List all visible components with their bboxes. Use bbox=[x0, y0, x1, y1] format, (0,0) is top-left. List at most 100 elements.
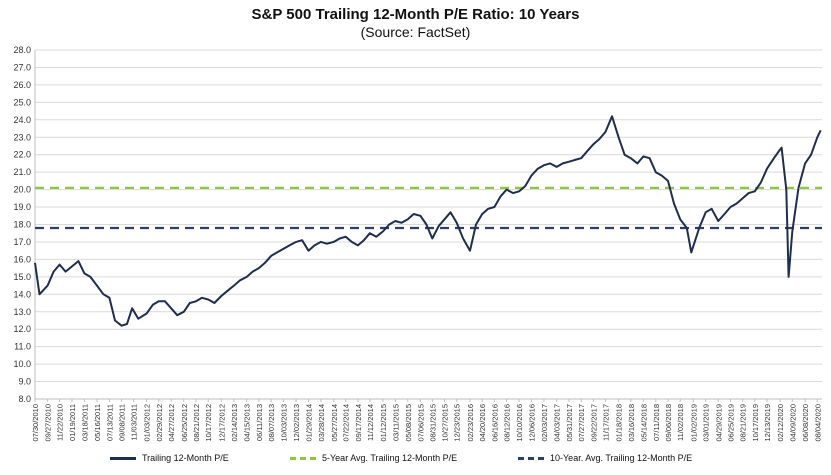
x-tick-label: 01/19/2011 bbox=[68, 404, 77, 441]
x-tick-label: 05/31/2017 bbox=[565, 404, 574, 442]
x-tick-label: 09/17/2014 bbox=[354, 404, 363, 442]
x-tick-label: 02/29/2012 bbox=[155, 404, 164, 442]
legend-item-pe: Trailing 12-Month P/E bbox=[110, 453, 229, 463]
x-tick-label: 03/18/2011 bbox=[80, 404, 89, 441]
x-tick-label: 01/02/2019 bbox=[689, 404, 698, 442]
y-tick-label: 25.0 bbox=[13, 97, 31, 107]
x-tick-label: 09/22/2017 bbox=[589, 404, 598, 442]
x-tick-label: 06/25/2012 bbox=[180, 404, 189, 442]
y-tick-label: 24.0 bbox=[13, 115, 31, 125]
x-tick-label: 04/27/2012 bbox=[167, 404, 176, 442]
x-tick-label: 04/29/2019 bbox=[714, 404, 723, 442]
x-tick-label: 12/23/2015 bbox=[453, 404, 462, 442]
legend-swatch-pe bbox=[110, 456, 136, 460]
x-tick-label: 01/29/2014 bbox=[305, 404, 314, 442]
x-tick-label: 07/06/2015 bbox=[416, 404, 425, 442]
x-tick-label: 10/03/2013 bbox=[279, 404, 288, 442]
x-tick-label: 08/31/2015 bbox=[428, 404, 437, 442]
x-tick-label: 09/08/2011 bbox=[118, 404, 127, 441]
y-tick-label: 27.0 bbox=[13, 62, 31, 72]
x-tick-label: 08/21/2019 bbox=[739, 404, 748, 442]
y-tick-label: 12.0 bbox=[13, 324, 31, 334]
axis-layer bbox=[34, 50, 822, 402]
x-tick-label: 11/12/2014 bbox=[366, 404, 375, 441]
legend-item-10yr: 10-Year. Avg. Trailing 12-Month P/E bbox=[518, 453, 692, 463]
series-layer bbox=[34, 115, 822, 327]
x-tick-label: 06/11/2013 bbox=[255, 404, 264, 441]
x-tick-label: 05/27/2014 bbox=[330, 404, 339, 442]
y-tick-label: 20.0 bbox=[13, 185, 31, 195]
x-tick-label: 01/12/2015 bbox=[379, 404, 388, 442]
x-tick-label: 08/12/2016 bbox=[503, 404, 512, 442]
x-tick-label: 10/17/2019 bbox=[751, 404, 760, 442]
y-tick-labels: 8.0 9.0 10.0 11.0 12.0 13.0 14.0 15.0 16.0 17.0 18… bbox=[13, 45, 31, 404]
y-tick-label: 16.0 bbox=[13, 254, 31, 264]
y-tick-label: 14.0 bbox=[13, 289, 31, 299]
x-tick-labels: 07/30/2010 09/27/2010 11/22/2010 01/19/2011… bbox=[31, 404, 822, 442]
x-tick-label: 07/30/2010 bbox=[31, 404, 40, 442]
legend-label-pe: Trailing 12-Month P/E bbox=[142, 453, 229, 463]
y-tick-label: 19.0 bbox=[13, 202, 31, 212]
legend-swatch-10yr bbox=[518, 456, 544, 460]
x-tick-label: 09/27/2010 bbox=[44, 404, 53, 442]
x-tick-label: 06/08/2020 bbox=[801, 404, 810, 442]
x-tick-label: 02/03/2017 bbox=[540, 404, 549, 442]
x-tick-label: 10/27/2015 bbox=[441, 404, 450, 442]
x-tick-label: 08/21/2012 bbox=[192, 404, 201, 442]
pe-series-line bbox=[34, 115, 822, 327]
x-tick-label: 07/27/2017 bbox=[577, 404, 586, 442]
x-tick-label: 01/03/2012 bbox=[143, 404, 152, 442]
grid-layer bbox=[35, 49, 822, 400]
x-tick-label: 01/18/2018 bbox=[615, 404, 624, 442]
y-tick-label: 17.0 bbox=[13, 237, 31, 247]
x-tick-label: 10/17/2012 bbox=[204, 404, 213, 442]
y-tick-label: 28.0 bbox=[13, 45, 31, 55]
y-tick-label: 11.0 bbox=[14, 342, 31, 352]
x-tick-label: 12/17/2012 bbox=[217, 404, 226, 442]
x-tick-label: 04/03/2017 bbox=[553, 404, 562, 442]
x-tick-label: 07/22/2014 bbox=[342, 404, 351, 442]
x-tick-label: 03/11/2015 bbox=[391, 404, 400, 441]
x-tick-label: 11/02/2018 bbox=[676, 404, 685, 441]
chart-title: S&P 500 Trailing 12-Month P/E Ratio: 10 … bbox=[251, 6, 580, 23]
x-tick-label: 04/15/2013 bbox=[243, 404, 252, 442]
x-tick-label: 04/20/2016 bbox=[478, 404, 487, 442]
x-tick-label: 12/06/2016 bbox=[527, 404, 536, 442]
x-tick-label: 11/17/2017 bbox=[601, 404, 610, 441]
x-tick-label: 02/23/2016 bbox=[466, 404, 475, 442]
x-tick-label: 11/03/2011 bbox=[130, 404, 139, 440]
x-tick-label: 05/14/2018 bbox=[639, 404, 648, 442]
x-tick-label: 08/04/2020 bbox=[813, 404, 822, 442]
y-tick-label: 8.0 bbox=[18, 394, 31, 404]
x-tick-label: 12/13/2019 bbox=[763, 404, 772, 442]
x-tick-label: 05/08/2015 bbox=[404, 404, 413, 442]
y-tick-label: 10.0 bbox=[13, 359, 31, 369]
x-tick-label: 06/16/2016 bbox=[490, 404, 499, 442]
legend-item-5yr: 5-Year Avg. Trailing 12-Month P/E bbox=[290, 453, 457, 463]
x-tick-label: 03/16/2018 bbox=[627, 404, 636, 442]
x-tick-label: 11/22/2010 bbox=[56, 404, 65, 441]
x-tick-label: 04/09/2020 bbox=[788, 404, 797, 442]
y-tick-label: 9.0 bbox=[18, 377, 31, 387]
x-tick-label: 02/14/2013 bbox=[230, 404, 239, 442]
x-tick-label: 05/16/2011 bbox=[93, 404, 102, 441]
y-tick-label: 13.0 bbox=[13, 307, 31, 317]
y-tick-label: 15.0 bbox=[13, 272, 31, 282]
y-tick-label: 22.0 bbox=[13, 150, 31, 160]
x-tick-label: 07/11/2018 bbox=[652, 404, 661, 441]
y-tick-label: 18.0 bbox=[13, 220, 31, 230]
y-tick-label: 23.0 bbox=[13, 132, 31, 142]
x-tick-label: 10/10/2016 bbox=[515, 404, 524, 442]
legend-swatch-5yr bbox=[290, 456, 316, 460]
legend-label-10yr: 10-Year. Avg. Trailing 12-Month P/E bbox=[550, 453, 693, 463]
x-tick-label: 09/06/2018 bbox=[664, 404, 673, 442]
x-tick-label: 03/01/2019 bbox=[702, 404, 711, 442]
x-tick-label: 08/07/2013 bbox=[267, 404, 276, 442]
x-tick-label: 06/25/2019 bbox=[726, 404, 735, 442]
x-tick-label: 02/12/2020 bbox=[776, 404, 785, 442]
y-tick-label: 21.0 bbox=[13, 167, 31, 177]
x-tick-label: 07/13/2011 bbox=[105, 404, 114, 441]
y-tick-label: 26.0 bbox=[13, 80, 31, 90]
